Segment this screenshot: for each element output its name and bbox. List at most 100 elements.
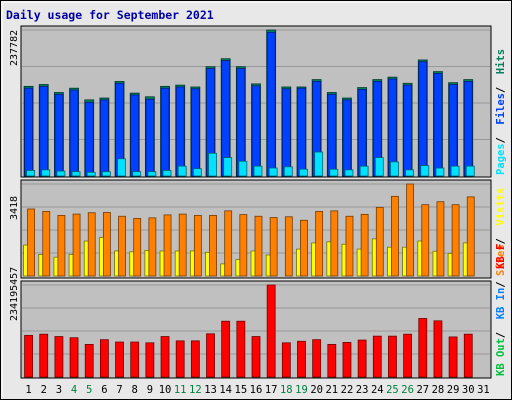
bar-pages_files_hits-pages-day-27 [420,165,430,177]
bar-pages_files_hits-pages-day-10 [162,170,172,177]
bar-pages_files_hits-pages-day-17 [268,167,278,177]
legend-separator: / [495,332,507,338]
bar-pages_files_hits-files-day-18 [281,88,291,177]
bar-kb-kb-f-day-1 [24,334,33,378]
bar-visits_sites-sites-day-10 [163,214,172,277]
x-tick-label-day-30: 30 [462,384,475,396]
bar-visits_sites-sites-day-15 [239,214,248,277]
bar-pages_files_hits-pages-day-20 [314,151,324,177]
bar-pages_files_hits-pages-day-19 [299,168,308,177]
bar-kb-kb-f-day-21 [327,343,337,378]
bar-kb-kb-f-day-14 [221,320,231,378]
bar-pages_files_hits-files-day-8 [130,94,140,177]
bar-pages_files_hits-pages-day-21 [329,168,339,177]
bar-pages_files_hits-pages-day-2 [41,169,51,177]
bar-pages_files_hits-files-day-19 [297,87,306,177]
bar-pages_files_hits-pages-day-8 [132,171,142,177]
legend-kb-in: KB In [495,288,507,320]
x-tick-label-day-7: 7 [116,384,122,396]
bar-visits_sites-sites-day-24 [375,206,384,277]
legend-kb-out: KB Out [495,338,507,376]
bar-visits_sites-sites-day-8 [133,217,142,277]
bar-pages_files_hits-pages-day-15 [238,160,248,177]
bar-pages_files_hits-files-day-25 [388,78,397,177]
bar-kb-kb-f-day-23 [357,339,367,378]
bar-pages_files_hits-pages-day-12 [192,168,202,177]
bar-pages_files_hits-pages-day-25 [390,161,399,177]
bar-kb-kb-f-day-9 [145,342,155,378]
legend-hits: Hits [495,49,507,74]
bar-visits_sites-sites-day-28 [436,201,445,277]
bar-visits_sites-sites-day-5 [87,212,96,277]
legend-visits: Visits [495,188,507,226]
x-tick-label-day-12: 12 [189,384,202,396]
bar-pages_files_hits-files-day-23 [357,89,367,177]
x-tick-label-day-14: 14 [219,384,232,396]
bar-kb-kb-f-day-17 [266,284,276,378]
bar-pages_files_hits-files-day-30 [463,81,473,177]
x-tick-label-day-27: 27 [416,384,429,396]
bar-pages_files_hits-files-day-22 [342,99,352,177]
x-tick-label-day-23: 23 [356,384,369,396]
bar-visits_sites-sites-day-27 [421,204,430,277]
x-tick-label-day-26: 26 [401,384,414,396]
bar-pages_files_hits-files-day-10 [160,87,170,177]
x-tick-label-day-11: 11 [174,384,187,396]
bar-visits_sites-sites-day-20 [315,211,324,277]
x-tick-label-day-3: 3 [56,384,62,396]
bar-pages_files_hits-pages-day-14 [223,157,233,177]
bar-visits_sites-sites-day-14 [224,210,233,277]
legend-separator: / [495,87,507,93]
bar-visits_sites-sites-day-7 [118,215,126,277]
bar-kb-kb-f-day-13 [206,333,215,378]
bar-pages_files_hits-files-day-2 [39,85,49,177]
bar-pages_files_hits-pages-day-6 [101,171,111,177]
bar-pages_files_hits-pages-day-24 [374,157,384,177]
bar-pages_files_hits-files-day-11 [175,86,185,177]
x-tick-label-day-25: 25 [386,384,399,396]
legend-kb-f: KB F [495,244,507,269]
bar-pages_files_hits-pages-day-16 [253,165,263,177]
x-tick-label-day-22: 22 [341,384,354,396]
bar-pages_files_hits-pages-day-9 [147,171,157,177]
panel-visits_sites-ymax-label: 3418 [9,196,20,220]
x-tick-label-day-19: 19 [295,384,308,396]
bar-pages_files_hits-pages-day-18 [283,166,293,177]
legend-pages: Pages [495,143,507,175]
bar-pages_files_hits-pages-day-3 [56,170,66,177]
bar-kb-kb-f-day-24 [372,335,382,378]
bar-kb-kb-f-day-6 [99,339,109,378]
bar-pages_files_hits-files-day-28 [433,73,443,177]
x-tick-label-day-1: 1 [25,384,31,396]
bar-visits_sites-sites-day-2 [42,211,51,277]
bar-pages_files_hits-files-day-6 [99,99,109,177]
x-tick-label-day-15: 15 [235,384,248,396]
bar-kb-kb-f-day-18 [281,342,291,378]
bar-kb-kb-f-day-26 [403,333,413,378]
bar-kb-kb-f-day-11 [175,340,185,378]
bar-pages_files_hits-files-day-3 [54,93,64,177]
bar-kb-kb-f-day-10 [160,336,170,378]
bar-visits_sites-sites-day-25 [391,195,399,277]
x-tick-label-day-6: 6 [101,384,107,396]
bar-kb-kb-f-day-4 [69,337,79,378]
bar-visits_sites-sites-day-23 [360,213,369,277]
bar-kb-kb-f-day-29 [448,336,458,378]
bar-kb-kb-f-day-8 [130,341,140,378]
bar-pages_files_hits-files-day-16 [251,85,261,177]
x-tick-label-day-17: 17 [265,384,278,396]
x-tick-label-day-24: 24 [371,384,384,396]
bar-visits_sites-sites-day-18 [284,216,293,277]
x-tick-label-day-20: 20 [310,384,323,396]
legend-files: Files [495,93,507,125]
bar-pages_files_hits-pages-day-11 [177,165,187,177]
bar-pages_files_hits-pages-day-23 [359,165,369,177]
x-tick-label-day-21: 21 [325,384,338,396]
bar-pages_files_hits-pages-day-13 [208,152,217,177]
x-tick-label-day-2: 2 [41,384,47,396]
legend-sites: Sites [495,244,507,276]
legend-separator: / [495,137,507,143]
bar-kb-kb-f-day-20 [312,339,322,378]
